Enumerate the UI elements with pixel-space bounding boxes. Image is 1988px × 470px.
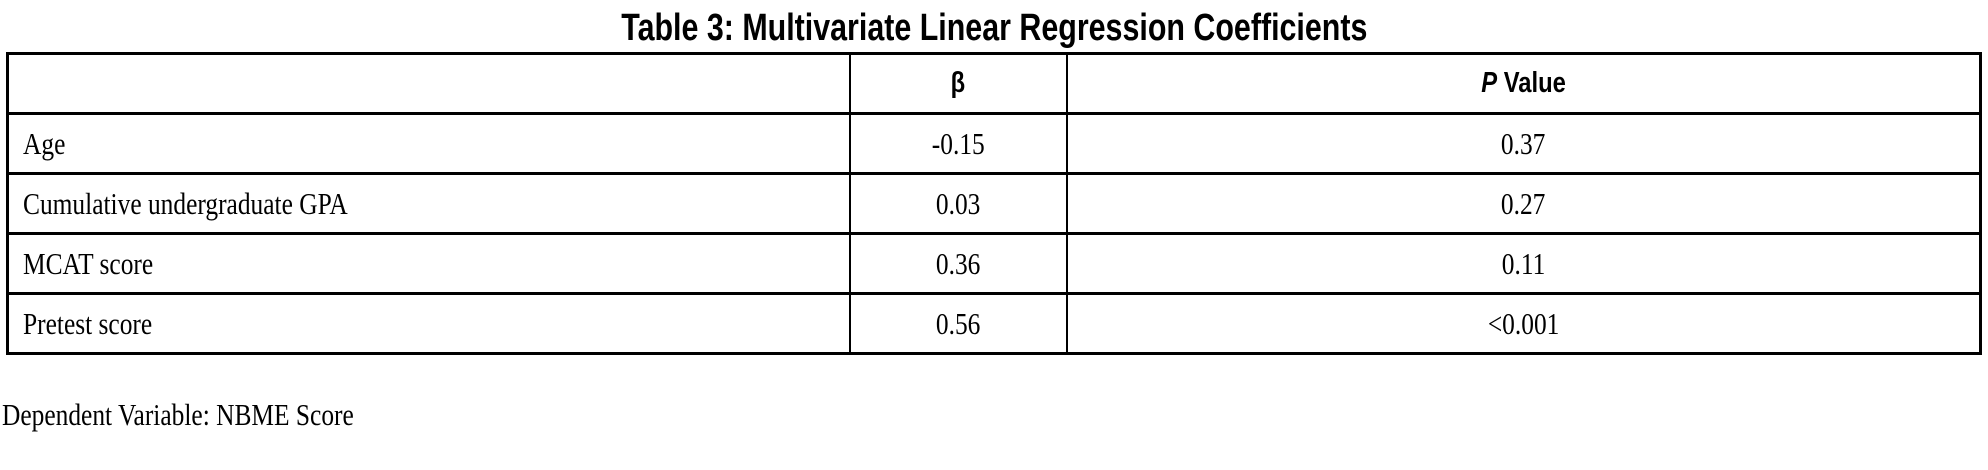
beta-cell: 0.36 (848, 232, 1068, 295)
table-row-pretest: Pretest score 0.56 <0.001 (6, 292, 1982, 355)
title-row: Table 3: Multivariate Linear Regression … (0, 0, 1988, 52)
variable-cell: Age (6, 112, 851, 175)
p-value: <0.001 (1487, 305, 1560, 341)
beta-symbol: β (950, 67, 966, 99)
beta-cell: 0.03 (848, 172, 1068, 235)
pvalue-header-p: P (1480, 67, 1497, 99)
table-row-mcat: MCAT score 0.36 0.11 (6, 232, 1982, 295)
header-variable-cell (6, 52, 851, 115)
table-row-age: Age -0.15 0.37 (6, 112, 1982, 175)
beta-value: -0.15 (931, 125, 985, 161)
beta-cell: 0.56 (848, 292, 1068, 355)
regression-coefficients-table: β P Value Age -0.15 0.37 (6, 52, 1982, 355)
p-value: 0.27 (1501, 185, 1546, 221)
p-value-cell: <0.001 (1065, 292, 1982, 355)
p-value: 0.37 (1501, 125, 1546, 161)
beta-value: 0.03 (935, 185, 981, 221)
variable-label: Age (23, 125, 66, 161)
table-title: Table 3: Multivariate Linear Regression … (620, 7, 1368, 49)
variable-label: Pretest score (23, 305, 153, 341)
p-value-cell: 0.37 (1065, 112, 1982, 175)
beta-value: 0.56 (935, 305, 981, 341)
p-value-cell: 0.11 (1065, 232, 1982, 295)
header-row: β P Value (6, 52, 1982, 115)
header-pvalue-cell: P Value (1065, 52, 1982, 115)
p-value: 0.11 (1501, 245, 1546, 281)
header-beta-cell: β (848, 52, 1068, 115)
variable-cell: Cumulative undergraduate GPA (6, 172, 851, 235)
table-row-gpa: Cumulative undergraduate GPA 0.03 0.27 (6, 172, 1982, 235)
pvalue-header-label: P Value (1481, 67, 1566, 100)
beta-value: 0.36 (935, 245, 981, 281)
dependent-variable-note: Dependent Variable: NBME Score (2, 397, 354, 432)
beta-cell: -0.15 (848, 112, 1068, 175)
variable-label: MCAT score (23, 245, 154, 281)
variable-cell: Pretest score (6, 292, 851, 355)
footnote-row: Dependent Variable: NBME Score (2, 397, 1988, 433)
variable-cell: MCAT score (6, 232, 851, 295)
p-value-cell: 0.27 (1065, 172, 1982, 235)
pvalue-header-rest: Value (1496, 67, 1566, 99)
variable-label: Cumulative undergraduate GPA (23, 185, 348, 221)
